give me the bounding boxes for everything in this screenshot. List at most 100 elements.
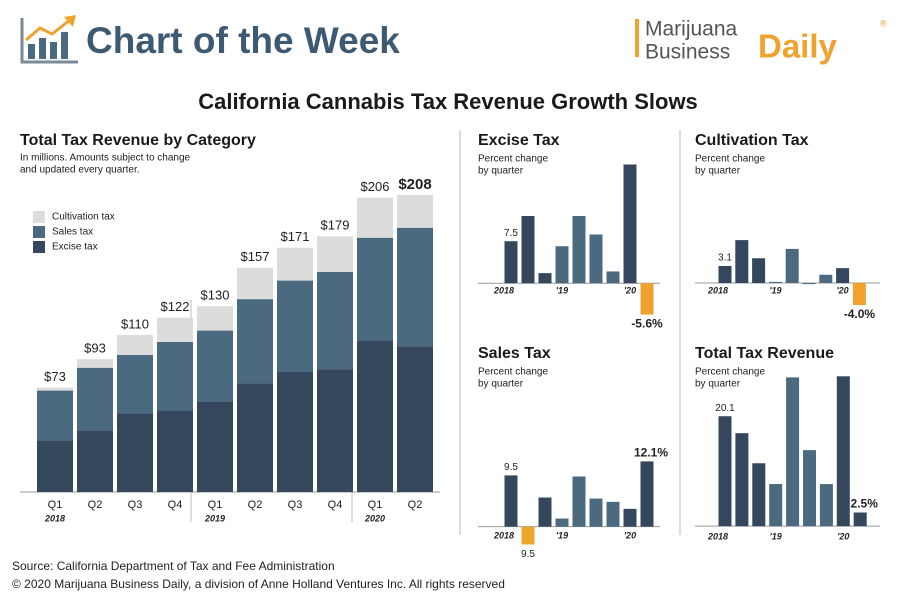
bar bbox=[538, 497, 552, 527]
bar bbox=[752, 258, 766, 283]
bar-segment bbox=[397, 194, 433, 228]
logo-bottom: Business bbox=[645, 41, 730, 64]
total-label: $73 bbox=[44, 369, 66, 384]
bar-segment bbox=[77, 359, 113, 368]
year-label: 2018 bbox=[44, 513, 65, 523]
x-tick-label: '19 bbox=[770, 531, 782, 541]
bar bbox=[836, 268, 850, 283]
bar bbox=[852, 283, 866, 305]
header-icon bbox=[20, 15, 78, 64]
total-label: $206 bbox=[361, 179, 390, 194]
bar bbox=[606, 271, 620, 284]
chart-subtitle: Percent change bbox=[478, 367, 548, 378]
bar bbox=[572, 476, 586, 527]
chart-subtitle: by quarter bbox=[478, 379, 524, 390]
bar bbox=[735, 433, 749, 527]
x-tick-label: Q2 bbox=[88, 499, 103, 511]
chart-subtitle: by quarter bbox=[695, 166, 741, 177]
chart-subtitle: by quarter bbox=[695, 379, 741, 390]
bar bbox=[752, 463, 766, 527]
bar-segment bbox=[317, 369, 353, 492]
bar bbox=[555, 246, 569, 284]
bar-segment bbox=[37, 387, 73, 391]
x-tick-label: '19 bbox=[556, 530, 568, 540]
bar bbox=[504, 475, 518, 527]
bar-segment bbox=[277, 280, 313, 372]
header-title: Chart of the Week bbox=[86, 20, 400, 61]
bar-segment bbox=[357, 197, 393, 238]
bar-segment bbox=[197, 306, 233, 331]
value-label: 7.5 bbox=[504, 228, 518, 239]
chart-title: Excise Tax bbox=[478, 132, 560, 149]
legend-swatch bbox=[33, 226, 45, 238]
legend-swatch bbox=[33, 241, 45, 253]
bar-segment bbox=[197, 330, 233, 402]
chart-subtitle: Percent change bbox=[695, 154, 765, 165]
bar-segment bbox=[77, 367, 113, 431]
x-tick-label: 2018 bbox=[707, 531, 728, 541]
bar-segment bbox=[277, 247, 313, 281]
bar-segment bbox=[357, 237, 393, 341]
value-label: -4.0% bbox=[844, 307, 876, 321]
bar-segment bbox=[117, 334, 153, 355]
bar bbox=[819, 484, 833, 527]
bar bbox=[640, 283, 654, 315]
x-tick-label: '20 bbox=[624, 530, 636, 540]
bar bbox=[521, 216, 535, 284]
total-label: $208 bbox=[398, 176, 431, 193]
bar bbox=[718, 265, 732, 283]
logo-accent: Daily bbox=[758, 28, 838, 65]
legend-swatch bbox=[33, 211, 45, 223]
bar bbox=[718, 416, 732, 527]
bar-segment bbox=[117, 413, 153, 492]
x-tick-label: Q4 bbox=[168, 499, 183, 511]
x-tick-label: '20 bbox=[837, 531, 849, 541]
bar-segment bbox=[197, 402, 233, 492]
x-tick-label: '19 bbox=[769, 285, 781, 295]
bar-segment bbox=[277, 372, 313, 492]
chart-title: Total Tax Revenue bbox=[695, 345, 834, 362]
bar bbox=[623, 508, 637, 527]
chart-title: Cultivation Tax bbox=[695, 132, 809, 149]
bar-segment bbox=[157, 317, 193, 342]
bar bbox=[555, 518, 569, 527]
x-tick-label: Q2 bbox=[248, 499, 263, 511]
x-tick-label: 2018 bbox=[493, 530, 514, 540]
bar bbox=[802, 283, 816, 285]
bar-segment bbox=[317, 236, 353, 272]
bar bbox=[589, 498, 603, 527]
chart-subtitle: by quarter bbox=[478, 166, 524, 177]
x-tick-label: 2018 bbox=[707, 285, 728, 295]
x-tick-label: Q1 bbox=[368, 499, 383, 511]
value-label: 3.1 bbox=[718, 253, 732, 264]
bar-segment bbox=[37, 440, 73, 492]
bar bbox=[623, 164, 637, 284]
bar bbox=[853, 512, 867, 527]
total-label: $179 bbox=[321, 218, 350, 233]
bar bbox=[504, 241, 518, 284]
total-label: $110 bbox=[121, 316, 149, 331]
x-tick-label: '20 bbox=[624, 285, 636, 295]
x-tick-label: 2018 bbox=[493, 285, 514, 295]
x-tick-label: '19 bbox=[556, 285, 568, 295]
bar bbox=[606, 501, 620, 527]
main-title: California Cannabis Tax Revenue Growth S… bbox=[198, 89, 698, 114]
x-tick-label: Q2 bbox=[408, 499, 423, 511]
total-label: $157 bbox=[241, 249, 270, 264]
copyright: © 2020 Marijuana Business Daily, a divis… bbox=[12, 577, 505, 591]
value-label: 20.1 bbox=[715, 403, 735, 414]
logo-top: Marijuana bbox=[645, 18, 738, 41]
x-tick-label: Q1 bbox=[208, 499, 223, 511]
bar-segment bbox=[317, 272, 353, 370]
year-label: 2019 bbox=[204, 513, 225, 523]
bar bbox=[769, 484, 783, 527]
total-label: $93 bbox=[84, 341, 106, 356]
total-label: $122 bbox=[161, 299, 190, 314]
bar-segment bbox=[77, 430, 113, 492]
total-label: $130 bbox=[201, 288, 230, 303]
bar bbox=[538, 273, 552, 284]
source: Source: California Department of Tax and… bbox=[12, 559, 335, 573]
logo-mark: ® bbox=[880, 18, 887, 28]
bar bbox=[785, 248, 799, 283]
x-tick-label: Q3 bbox=[288, 499, 303, 511]
